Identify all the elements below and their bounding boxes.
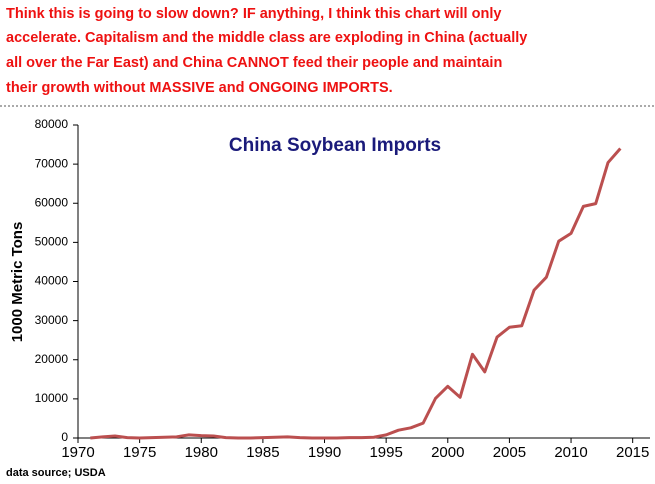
x-tick-label: 1990 xyxy=(308,444,341,461)
x-tick-label: 2010 xyxy=(554,444,587,461)
annotation-line: accelerate. Capitalism and the middle cl… xyxy=(6,30,528,46)
y-axis-label: 1000 Metric Tons xyxy=(9,222,26,343)
chart-title: China Soybean Imports xyxy=(229,135,441,156)
source: data source; USDA xyxy=(6,467,106,479)
x-tick-label: 2015 xyxy=(616,444,649,461)
data-line xyxy=(90,147,622,440)
annotation-line: their growth without MASSIVE and ONGOING… xyxy=(6,80,393,96)
y-tick-label: 20000 xyxy=(35,352,69,366)
annotation-line: Think this is going to slow down? IF any… xyxy=(6,6,502,22)
y-tick-label: 50000 xyxy=(35,235,69,249)
y-tick-label: 0 xyxy=(61,430,68,444)
x-tick-label: 1980 xyxy=(185,444,218,461)
x-tick-label: 1970 xyxy=(61,444,94,461)
y-tick-label: 30000 xyxy=(35,313,69,327)
x-tick-label: 1995 xyxy=(369,444,402,461)
annotation-line: all over the Far East) and China CANNOT … xyxy=(6,55,503,71)
x-tick-label: 2000 xyxy=(431,444,464,461)
y-tick-label: 60000 xyxy=(35,195,69,209)
x-tick-label: 1975 xyxy=(123,444,156,461)
y-tick-label: 10000 xyxy=(35,391,69,405)
y-tick-label: 80000 xyxy=(35,117,69,131)
y-tick-label: 40000 xyxy=(35,274,69,288)
x-tick-label: 2005 xyxy=(493,444,526,461)
x-tick-label: 1985 xyxy=(246,444,279,461)
y-tick-label: 70000 xyxy=(35,156,69,170)
